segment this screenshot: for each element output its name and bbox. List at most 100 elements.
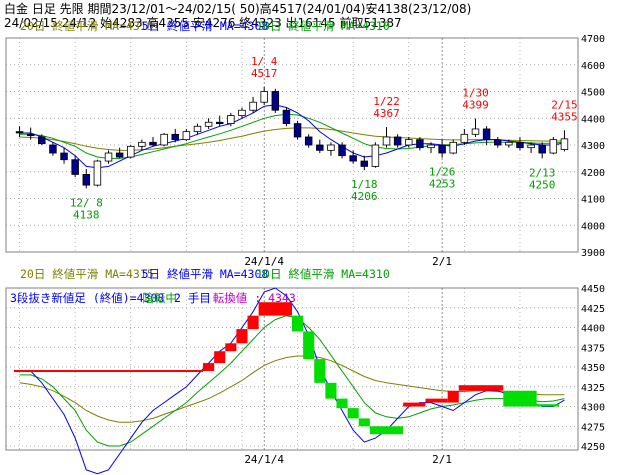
candle-body — [293, 123, 302, 138]
annotation-date: 2/15 — [551, 98, 578, 111]
annotation-price: 4355 — [551, 110, 578, 123]
y-tick-label: 4100 — [581, 195, 605, 206]
line-break-brick — [258, 302, 292, 316]
header-title: 白金 日足 先限 期間23/12/01〜24/02/15( 50)高4517(2… — [4, 2, 472, 16]
x-tick-label: 24/1/4 — [244, 453, 284, 466]
y-tick-label: 3900 — [581, 248, 605, 259]
line-break-brick — [425, 398, 448, 403]
ma20-line — [19, 127, 565, 151]
legend-entry: 20日 終値平滑 MA=4315 — [20, 19, 154, 33]
line-break-brick — [236, 329, 248, 344]
line-break-brick — [214, 351, 226, 364]
annotation-date: 2/13 — [529, 166, 556, 179]
legend-entry: 10日 終値平滑 MA=4310 — [256, 267, 390, 281]
candle-body — [493, 139, 502, 146]
line-break-brick — [358, 418, 370, 427]
candle-body — [171, 133, 179, 141]
candle-body — [527, 144, 535, 149]
ma5-line — [19, 104, 565, 169]
line-break-brick — [203, 363, 215, 371]
candle-body — [182, 131, 191, 141]
candle-body — [460, 133, 469, 143]
candle-body — [138, 141, 146, 147]
annotation-price: 4138 — [73, 208, 100, 221]
candle-body — [49, 144, 57, 154]
candle-body — [482, 128, 491, 141]
header-ohlc: 24/02/15 24/12 始4283 高4355 安4276 終4323 出… — [4, 16, 402, 30]
y-tick-label: 4300 — [581, 141, 605, 152]
line-break-brick — [347, 408, 359, 419]
line-break-brick — [503, 390, 537, 407]
candle-body — [15, 131, 24, 134]
candle-body — [338, 144, 346, 157]
line-break-brick — [314, 359, 326, 383]
candle-body — [549, 139, 558, 154]
candle-body — [393, 136, 402, 146]
candle-body — [405, 139, 413, 146]
candle-body — [271, 91, 280, 111]
y-tick-label: 4325 — [581, 383, 605, 394]
legend-entry: 5日 終値平滑 MA=4308 — [142, 267, 269, 281]
y-tick-label: 4425 — [581, 304, 605, 315]
candle-body — [82, 174, 91, 186]
candle-body — [282, 109, 291, 124]
candle-body — [516, 141, 524, 149]
annotation-date: 1/26 — [429, 166, 456, 179]
annotation-date: 1/ 4 — [251, 55, 278, 68]
y-tick-label: 4400 — [581, 324, 605, 335]
candle-body — [416, 139, 424, 149]
x-tick-label: 2/1 — [432, 255, 452, 268]
candle-body — [249, 101, 257, 111]
annotation-price: 4206 — [351, 190, 378, 203]
candle-body — [327, 144, 335, 151]
line-break-brick — [247, 315, 259, 330]
line-break-brick — [369, 426, 404, 435]
x-tick-label: 24/1/4 — [244, 255, 284, 268]
annotation-date: 1/18 — [351, 178, 378, 191]
legend-entry: 5日 終値平滑 MA=4308 — [142, 19, 269, 33]
y-tick-label: 4250 — [581, 442, 605, 453]
line-break-brick — [447, 390, 459, 403]
candle-body — [382, 136, 391, 146]
annotation-price: 4517 — [251, 67, 278, 80]
y-tick-label: 4400 — [581, 114, 605, 125]
candle-body — [360, 160, 369, 167]
candle-body — [215, 121, 224, 124]
candle-body — [560, 138, 569, 150]
candle-body — [371, 144, 380, 167]
line-break-brick — [225, 343, 237, 352]
y-tick-label: 4275 — [581, 422, 605, 433]
candle-body — [127, 145, 135, 158]
candle-body — [538, 144, 546, 154]
y-tick-label: 4300 — [581, 403, 605, 414]
annotation-price: 4399 — [462, 99, 489, 112]
y-tick-label: 4350 — [581, 363, 605, 374]
candle-body — [227, 115, 235, 124]
line-break-brick — [403, 402, 426, 407]
plot-frame — [5, 287, 579, 451]
candle-body — [471, 128, 480, 135]
annotation-price: 4367 — [373, 107, 400, 120]
candle-body — [449, 141, 457, 154]
annotation-price: 4250 — [529, 178, 556, 191]
candle-body — [115, 152, 124, 158]
y-tick-label: 4375 — [581, 343, 605, 354]
y-tick-label: 4200 — [581, 168, 605, 179]
candle-body — [204, 121, 213, 127]
line-break-brick — [536, 404, 559, 407]
line-break-brick — [292, 315, 304, 332]
legend-entry: 20日 終値平滑 MA=4315 — [20, 267, 154, 281]
candle-body — [304, 136, 313, 146]
annotation-date: 12/ 8 — [70, 196, 103, 209]
subtitle-entry: 転換値 : 4343 — [213, 291, 296, 305]
y-tick-label: 4700 — [581, 34, 605, 45]
candle-body — [193, 125, 202, 133]
candle-body — [149, 141, 157, 146]
subtitle-entry: 陰転中 — [142, 291, 177, 305]
candle-body — [260, 91, 268, 103]
candle-body — [505, 141, 513, 146]
candle-body — [26, 133, 35, 137]
candle-body — [104, 152, 113, 162]
candle-body — [160, 133, 168, 146]
subtitle-entry: 3段抜き新値足 (終値)=4308 — [10, 291, 164, 305]
